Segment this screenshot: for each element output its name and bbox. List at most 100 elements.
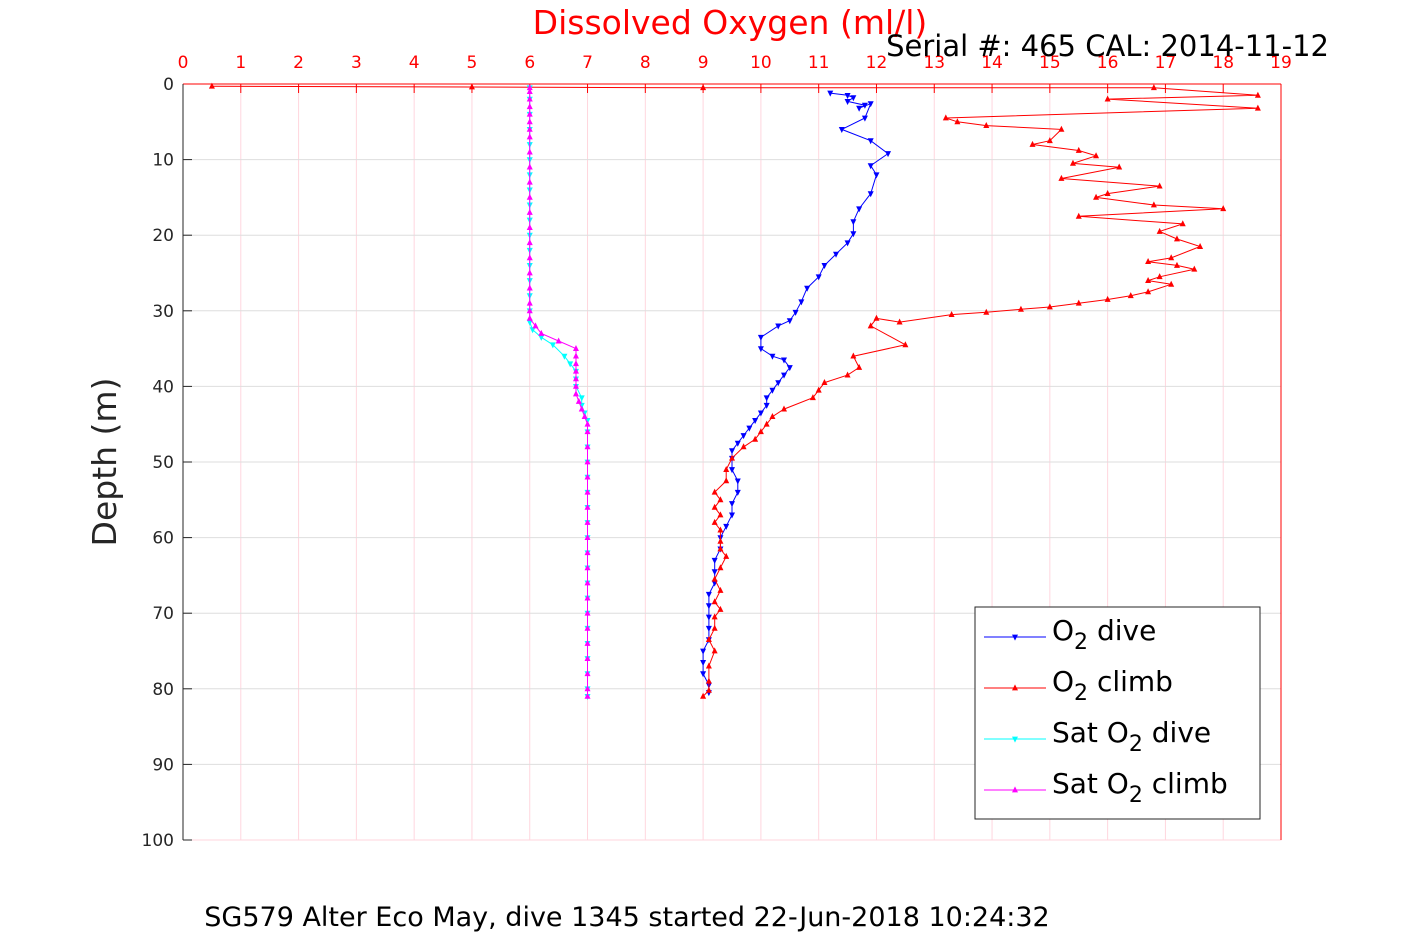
data-point xyxy=(575,397,582,404)
data-point xyxy=(775,323,782,330)
data-point xyxy=(584,428,591,435)
data-point xyxy=(821,379,828,386)
data-point xyxy=(700,84,707,91)
data-point xyxy=(1127,292,1134,299)
legend-swatch-marker xyxy=(1012,786,1018,793)
data-point xyxy=(1168,254,1175,261)
y-tick-label: 30 xyxy=(152,302,174,322)
data-point xyxy=(1075,299,1082,306)
data-point xyxy=(572,360,579,367)
data-point xyxy=(740,443,747,450)
data-point xyxy=(717,537,724,544)
data-point xyxy=(468,83,475,90)
data-point xyxy=(775,380,782,387)
data-point xyxy=(705,591,712,598)
data-point xyxy=(700,659,707,666)
data-point xyxy=(740,433,747,440)
legend-swatch-marker xyxy=(1012,736,1018,743)
data-point xyxy=(526,208,533,215)
data-point xyxy=(873,314,880,321)
y-tick-label: 60 xyxy=(152,529,174,549)
y-tick-label: 40 xyxy=(152,377,174,397)
data-point xyxy=(549,342,556,349)
data-point xyxy=(948,310,955,317)
series-layer xyxy=(208,82,1261,700)
data-point xyxy=(584,518,591,525)
data-point xyxy=(526,178,533,185)
data-point xyxy=(729,467,735,474)
data-point xyxy=(856,105,863,112)
data-point xyxy=(867,163,874,170)
data-point xyxy=(1145,276,1152,283)
y-tick-label: 50 xyxy=(152,453,174,473)
data-point xyxy=(526,299,533,306)
data-point xyxy=(705,662,712,669)
y-tick-label: 100 xyxy=(142,831,174,851)
legend-label: O2 climb xyxy=(1052,665,1173,706)
data-point xyxy=(734,489,741,496)
chart-title: Dissolved Oxygen (ml/l) xyxy=(533,3,928,42)
y-tick-label: 10 xyxy=(152,151,174,171)
x-tick-label: 2 xyxy=(293,53,304,73)
data-point xyxy=(1104,95,1111,102)
data-point xyxy=(763,395,770,402)
data-point xyxy=(717,564,724,571)
y-tick-label: 70 xyxy=(152,604,174,624)
data-point xyxy=(1150,201,1157,208)
data-point xyxy=(711,647,718,654)
legend-box xyxy=(974,606,1261,820)
data-point xyxy=(711,557,718,564)
data-point xyxy=(844,92,851,99)
data-point xyxy=(867,101,874,108)
data-point xyxy=(526,148,533,155)
data-point xyxy=(567,361,574,368)
legend-label-main: Sat O xyxy=(1052,716,1129,749)
data-point xyxy=(711,488,718,495)
data-point xyxy=(769,353,776,360)
data-point xyxy=(850,231,857,238)
data-point xyxy=(1017,305,1024,312)
legend-label: Sat O2 climb xyxy=(1052,767,1228,808)
data-point xyxy=(723,552,730,559)
data-point xyxy=(572,345,579,351)
data-point xyxy=(578,405,585,412)
data-point xyxy=(717,586,724,593)
data-point xyxy=(1173,235,1180,242)
data-point xyxy=(844,240,851,247)
legend-label-main: Sat O xyxy=(1052,767,1129,800)
legend-label: Sat O2 dive xyxy=(1052,716,1211,757)
legend-label-subscript: 2 xyxy=(1129,783,1143,808)
data-point xyxy=(526,163,533,170)
data-point xyxy=(983,308,990,315)
legend-label-subscript: 2 xyxy=(1129,732,1143,757)
data-point xyxy=(700,671,707,678)
data-point xyxy=(850,95,857,102)
data-point xyxy=(526,254,533,261)
data-point xyxy=(763,402,770,409)
data-point xyxy=(538,329,545,336)
data-point xyxy=(1156,182,1163,189)
data-point xyxy=(1104,190,1111,197)
data-point xyxy=(1093,193,1100,200)
data-point xyxy=(815,274,822,281)
data-point xyxy=(584,443,591,450)
data-point xyxy=(1179,220,1186,227)
data-point xyxy=(942,114,949,121)
data-point xyxy=(1254,104,1261,111)
data-point xyxy=(734,478,741,485)
x-tick-label: 15 xyxy=(1039,53,1061,73)
data-point xyxy=(781,357,788,364)
data-point xyxy=(1093,152,1100,159)
data-point xyxy=(700,648,707,655)
legend-label-main: O xyxy=(1052,665,1074,698)
y-tick-label: 90 xyxy=(152,755,174,775)
data-point xyxy=(711,624,718,631)
data-point xyxy=(786,365,793,372)
legend-label-suffix: dive xyxy=(1143,716,1211,749)
data-point xyxy=(584,473,591,480)
data-point xyxy=(729,512,735,519)
data-point xyxy=(844,98,851,105)
data-point xyxy=(861,115,868,122)
data-point xyxy=(532,322,539,329)
